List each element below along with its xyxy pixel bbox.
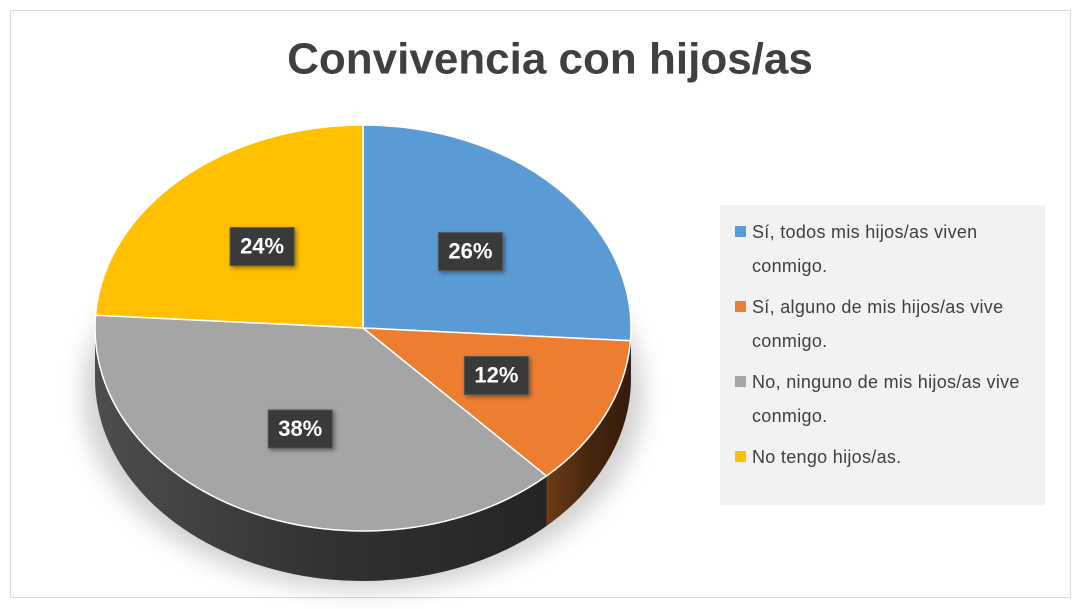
legend-label: Sí, alguno de mis hijos/as vive conmigo. [752, 297, 1004, 351]
data-label: 26% [448, 238, 492, 263]
data-label: 12% [474, 362, 518, 387]
data-label: 24% [240, 233, 284, 258]
legend-item: No tengo hijos/as. [735, 440, 1035, 474]
legend-swatch [735, 226, 746, 237]
legend-swatch [735, 376, 746, 387]
data-label-box [229, 227, 295, 267]
legend: Sí, todos mis hijos/as viven conmigo. Sí,… [720, 205, 1045, 505]
legend-item: Sí, alguno de mis hijos/as vive conmigo. [735, 290, 1035, 358]
pie-slice [360, 327, 632, 477]
legend-label: Sí, todos mis hijos/as viven conmigo. [752, 222, 978, 276]
data-label: 38% [278, 416, 322, 441]
data-label-box [463, 356, 529, 396]
legend-label: No tengo hijos/as. [752, 447, 902, 467]
pie-slice [94, 124, 364, 329]
data-label-box [267, 409, 333, 449]
legend-item: No, ninguno de mis hijos/as vive conmigo… [735, 365, 1035, 433]
pie: 26% 12% 38% 24% [94, 124, 632, 581]
legend-swatch [735, 301, 746, 312]
chart-title: Convivencia con hijos/as [287, 35, 813, 84]
pie-side-shade [95, 328, 547, 581]
pie-side-shade [546, 340, 631, 526]
legend-swatch [735, 451, 746, 462]
data-label-box [437, 232, 503, 272]
legend-label: No, ninguno de mis hijos/as vive conmigo… [752, 372, 1020, 426]
legend-item: Sí, todos mis hijos/as viven conmigo. [735, 215, 1035, 283]
